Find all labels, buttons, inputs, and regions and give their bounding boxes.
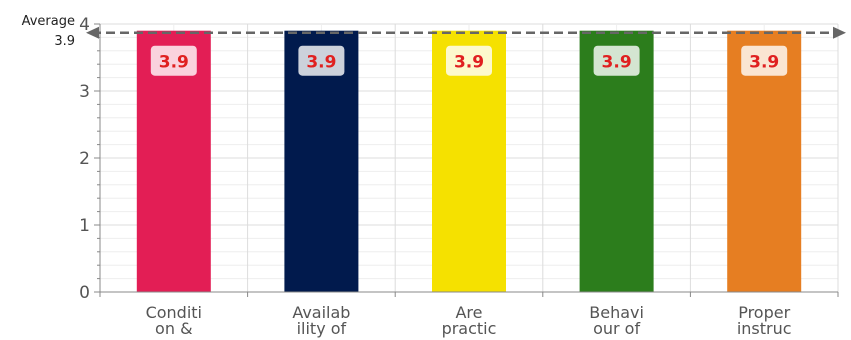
category-label: on & xyxy=(155,319,193,338)
data-label: 3.9 xyxy=(602,53,632,73)
y-tick-label: 4 xyxy=(79,15,90,35)
y-tick-label: 2 xyxy=(79,149,90,169)
category-label: ility of xyxy=(297,319,347,338)
axes xyxy=(94,23,839,297)
category-label: Proper xyxy=(738,303,790,322)
y-tick-label: 3 xyxy=(79,82,90,102)
bars xyxy=(136,30,802,292)
category-label: Availab xyxy=(292,303,350,322)
y-tick-label: 1 xyxy=(79,216,90,236)
category-label: Behavi xyxy=(589,303,644,322)
data-label: 3.9 xyxy=(749,53,779,73)
data-label-box xyxy=(150,45,197,76)
data-label-box xyxy=(741,45,788,76)
category-label: practic xyxy=(442,319,497,338)
average-value-label: 3.9 xyxy=(54,34,75,49)
data-label-box xyxy=(446,45,492,76)
average-line-group: Average 3.9 xyxy=(22,14,846,49)
data-label: 3.9 xyxy=(159,53,189,73)
data-label: 3.9 xyxy=(454,53,484,73)
average-line-arrow-right xyxy=(833,26,846,39)
y-tick-label: 0 xyxy=(79,283,90,303)
data-label: 3.9 xyxy=(306,53,336,73)
category-label: Conditi xyxy=(146,303,202,322)
average-label: Average xyxy=(22,14,75,29)
data-label-box xyxy=(593,45,640,76)
data-label-box xyxy=(298,45,345,76)
category-label: Are xyxy=(455,303,482,322)
category-label: our of xyxy=(593,319,640,338)
category-label: instruc xyxy=(737,319,792,338)
average-line-arrow-left xyxy=(86,26,99,39)
